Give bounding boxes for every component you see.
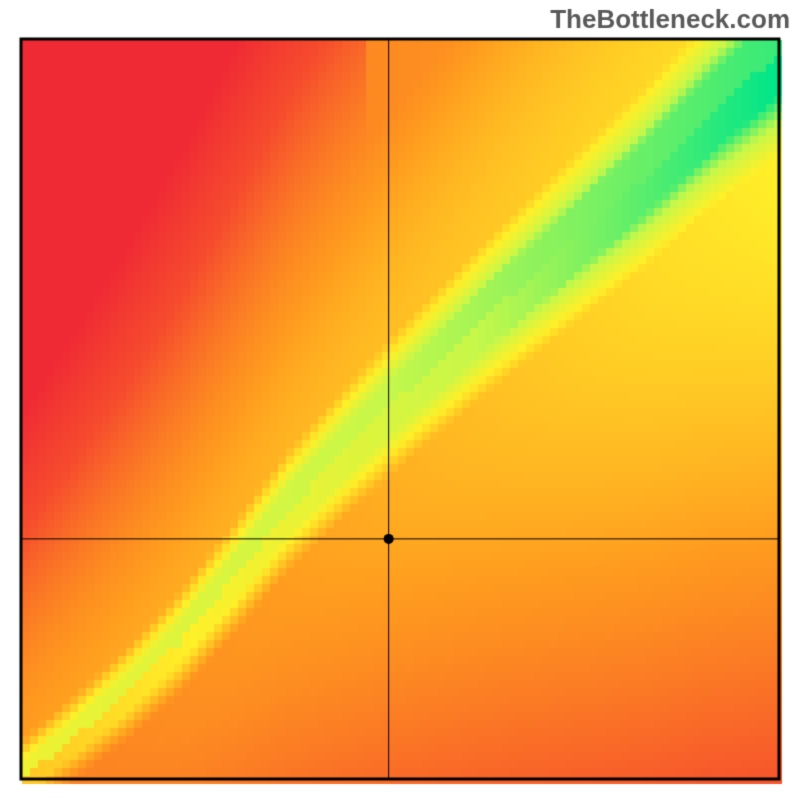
bottleneck-heatmap bbox=[0, 0, 800, 800]
